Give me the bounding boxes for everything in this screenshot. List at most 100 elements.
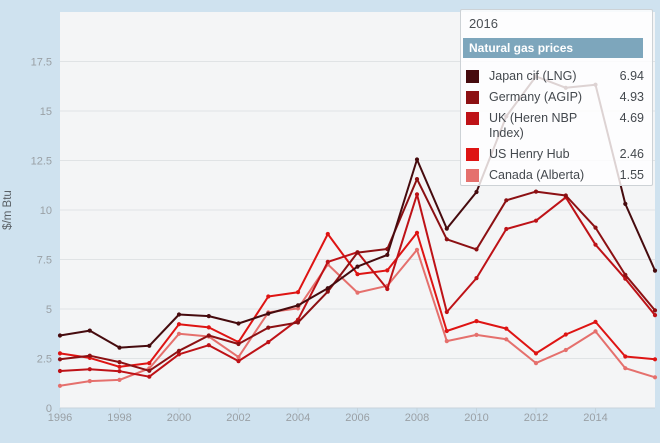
data-point-us-henry-hub[interactable] — [117, 364, 122, 369]
data-point-us-henry-hub[interactable] — [623, 354, 628, 359]
data-point-us-henry-hub[interactable] — [206, 325, 211, 330]
series-value: 1.55 — [619, 168, 644, 182]
data-point-japan-cif-lng[interactable] — [266, 311, 271, 316]
data-point-canada-alberta[interactable] — [117, 377, 122, 382]
data-point-germany-agip[interactable] — [57, 357, 63, 362]
data-point-japan-cif-lng[interactable] — [414, 157, 420, 162]
data-point-uk-heren-nbp-index[interactable] — [533, 218, 539, 223]
data-point-uk-heren-nbp-index[interactable] — [652, 313, 658, 318]
series-swatch-canada-alberta — [466, 169, 479, 182]
data-point-germany-agip[interactable] — [87, 353, 92, 358]
data-point-germany-agip[interactable] — [117, 360, 122, 365]
data-point-us-henry-hub[interactable] — [325, 231, 330, 237]
data-point-uk-heren-nbp-index[interactable] — [593, 242, 598, 247]
data-point-uk-heren-nbp-index[interactable] — [117, 369, 122, 374]
data-point-germany-agip[interactable] — [295, 320, 301, 325]
data-point-japan-cif-lng[interactable] — [652, 268, 658, 273]
data-point-canada-alberta[interactable] — [652, 375, 658, 380]
data-point-uk-heren-nbp-index[interactable] — [206, 343, 211, 348]
data-point-germany-agip[interactable] — [414, 177, 420, 182]
data-point-us-henry-hub[interactable] — [176, 322, 182, 327]
data-point-canada-alberta[interactable] — [57, 383, 63, 388]
data-point-uk-heren-nbp-index[interactable] — [414, 192, 420, 197]
data-point-us-henry-hub[interactable] — [533, 351, 539, 356]
data-point-us-henry-hub[interactable] — [474, 319, 479, 324]
data-point-japan-cif-lng[interactable] — [623, 201, 628, 206]
data-point-uk-heren-nbp-index[interactable] — [147, 374, 152, 379]
data-point-germany-agip[interactable] — [652, 308, 658, 313]
data-point-germany-agip[interactable] — [533, 189, 539, 194]
data-point-germany-agip[interactable] — [176, 348, 182, 353]
data-point-japan-cif-lng[interactable] — [325, 286, 330, 291]
data-point-canada-alberta[interactable] — [176, 331, 182, 336]
x-axis — [59, 407, 655, 413]
tooltip-row-japan-cif-lng: Japan cif (LNG) 6.94 — [463, 66, 646, 87]
data-point-us-henry-hub[interactable] — [444, 328, 449, 334]
data-point-us-henry-hub[interactable] — [652, 357, 658, 362]
data-point-us-henry-hub[interactable] — [295, 290, 301, 295]
data-point-germany-agip[interactable] — [563, 193, 568, 198]
data-point-japan-cif-lng[interactable] — [474, 189, 479, 195]
data-point-us-henry-hub[interactable] — [355, 272, 360, 277]
data-point-germany-agip[interactable] — [623, 272, 628, 277]
data-point-uk-heren-nbp-index[interactable] — [444, 309, 449, 315]
x-axis-label: 1998 — [107, 412, 131, 424]
data-point-japan-cif-lng[interactable] — [57, 333, 63, 338]
data-point-germany-agip[interactable] — [266, 325, 271, 330]
data-point-japan-cif-lng[interactable] — [176, 312, 182, 317]
data-point-japan-cif-lng[interactable] — [147, 343, 152, 348]
data-point-germany-agip[interactable] — [236, 341, 241, 347]
data-point-japan-cif-lng[interactable] — [385, 252, 390, 257]
data-point-canada-alberta[interactable] — [563, 347, 568, 353]
data-point-japan-cif-lng[interactable] — [87, 328, 92, 333]
data-point-us-henry-hub[interactable] — [593, 319, 598, 324]
data-point-canada-alberta[interactable] — [295, 306, 301, 311]
data-point-us-henry-hub[interactable] — [57, 351, 63, 356]
data-point-canada-alberta[interactable] — [236, 355, 241, 360]
data-point-japan-cif-lng[interactable] — [117, 345, 122, 350]
data-point-canada-alberta[interactable] — [444, 339, 449, 344]
data-point-us-henry-hub[interactable] — [147, 361, 152, 366]
y-axis-title: $/m Btu — [2, 190, 14, 230]
data-point-uk-heren-nbp-index[interactable] — [87, 367, 92, 372]
data-point-germany-agip[interactable] — [355, 250, 360, 255]
data-point-canada-alberta[interactable] — [87, 379, 92, 384]
data-point-us-henry-hub[interactable] — [563, 332, 568, 337]
data-point-germany-agip[interactable] — [474, 247, 479, 252]
chart-tooltip: 2016 Natural gas prices Japan cif (LNG) 6… — [460, 9, 653, 186]
data-point-japan-cif-lng[interactable] — [236, 321, 241, 326]
data-point-germany-agip[interactable] — [593, 225, 598, 230]
series-germany-agip — [57, 177, 658, 373]
data-point-uk-heren-nbp-index[interactable] — [176, 352, 182, 357]
data-point-uk-heren-nbp-index[interactable] — [385, 286, 390, 292]
data-point-us-henry-hub[interactable] — [266, 294, 271, 299]
data-point-canada-alberta[interactable] — [504, 337, 509, 342]
data-point-uk-heren-nbp-index[interactable] — [325, 259, 330, 264]
data-point-uk-heren-nbp-index[interactable] — [236, 359, 241, 364]
data-point-canada-alberta[interactable] — [533, 361, 539, 366]
data-point-germany-agip[interactable] — [444, 237, 449, 242]
data-point-canada-alberta[interactable] — [355, 290, 360, 295]
data-point-us-henry-hub[interactable] — [414, 230, 420, 235]
data-point-germany-agip[interactable] — [504, 198, 509, 203]
data-point-us-henry-hub[interactable] — [504, 326, 509, 331]
data-point-us-henry-hub[interactable] — [385, 268, 390, 273]
data-point-uk-heren-nbp-index[interactable] — [504, 226, 509, 232]
data-point-germany-agip[interactable] — [206, 333, 211, 338]
data-point-canada-alberta[interactable] — [474, 332, 479, 337]
data-point-canada-alberta[interactable] — [623, 366, 628, 371]
data-point-germany-agip[interactable] — [325, 289, 330, 294]
data-point-canada-alberta[interactable] — [414, 247, 420, 252]
series-swatch-us-henry-hub — [466, 148, 479, 161]
data-point-uk-heren-nbp-index[interactable] — [266, 340, 271, 345]
data-point-japan-cif-lng[interactable] — [295, 303, 301, 308]
data-point-uk-heren-nbp-index[interactable] — [57, 368, 63, 374]
data-point-japan-cif-lng[interactable] — [206, 314, 211, 319]
data-point-japan-cif-lng[interactable] — [444, 226, 449, 231]
data-point-japan-cif-lng[interactable] — [355, 264, 360, 269]
data-point-uk-heren-nbp-index[interactable] — [474, 276, 479, 281]
x-axis-label: 2000 — [167, 412, 191, 424]
data-point-germany-agip[interactable] — [147, 368, 152, 373]
data-point-canada-alberta[interactable] — [593, 329, 598, 334]
